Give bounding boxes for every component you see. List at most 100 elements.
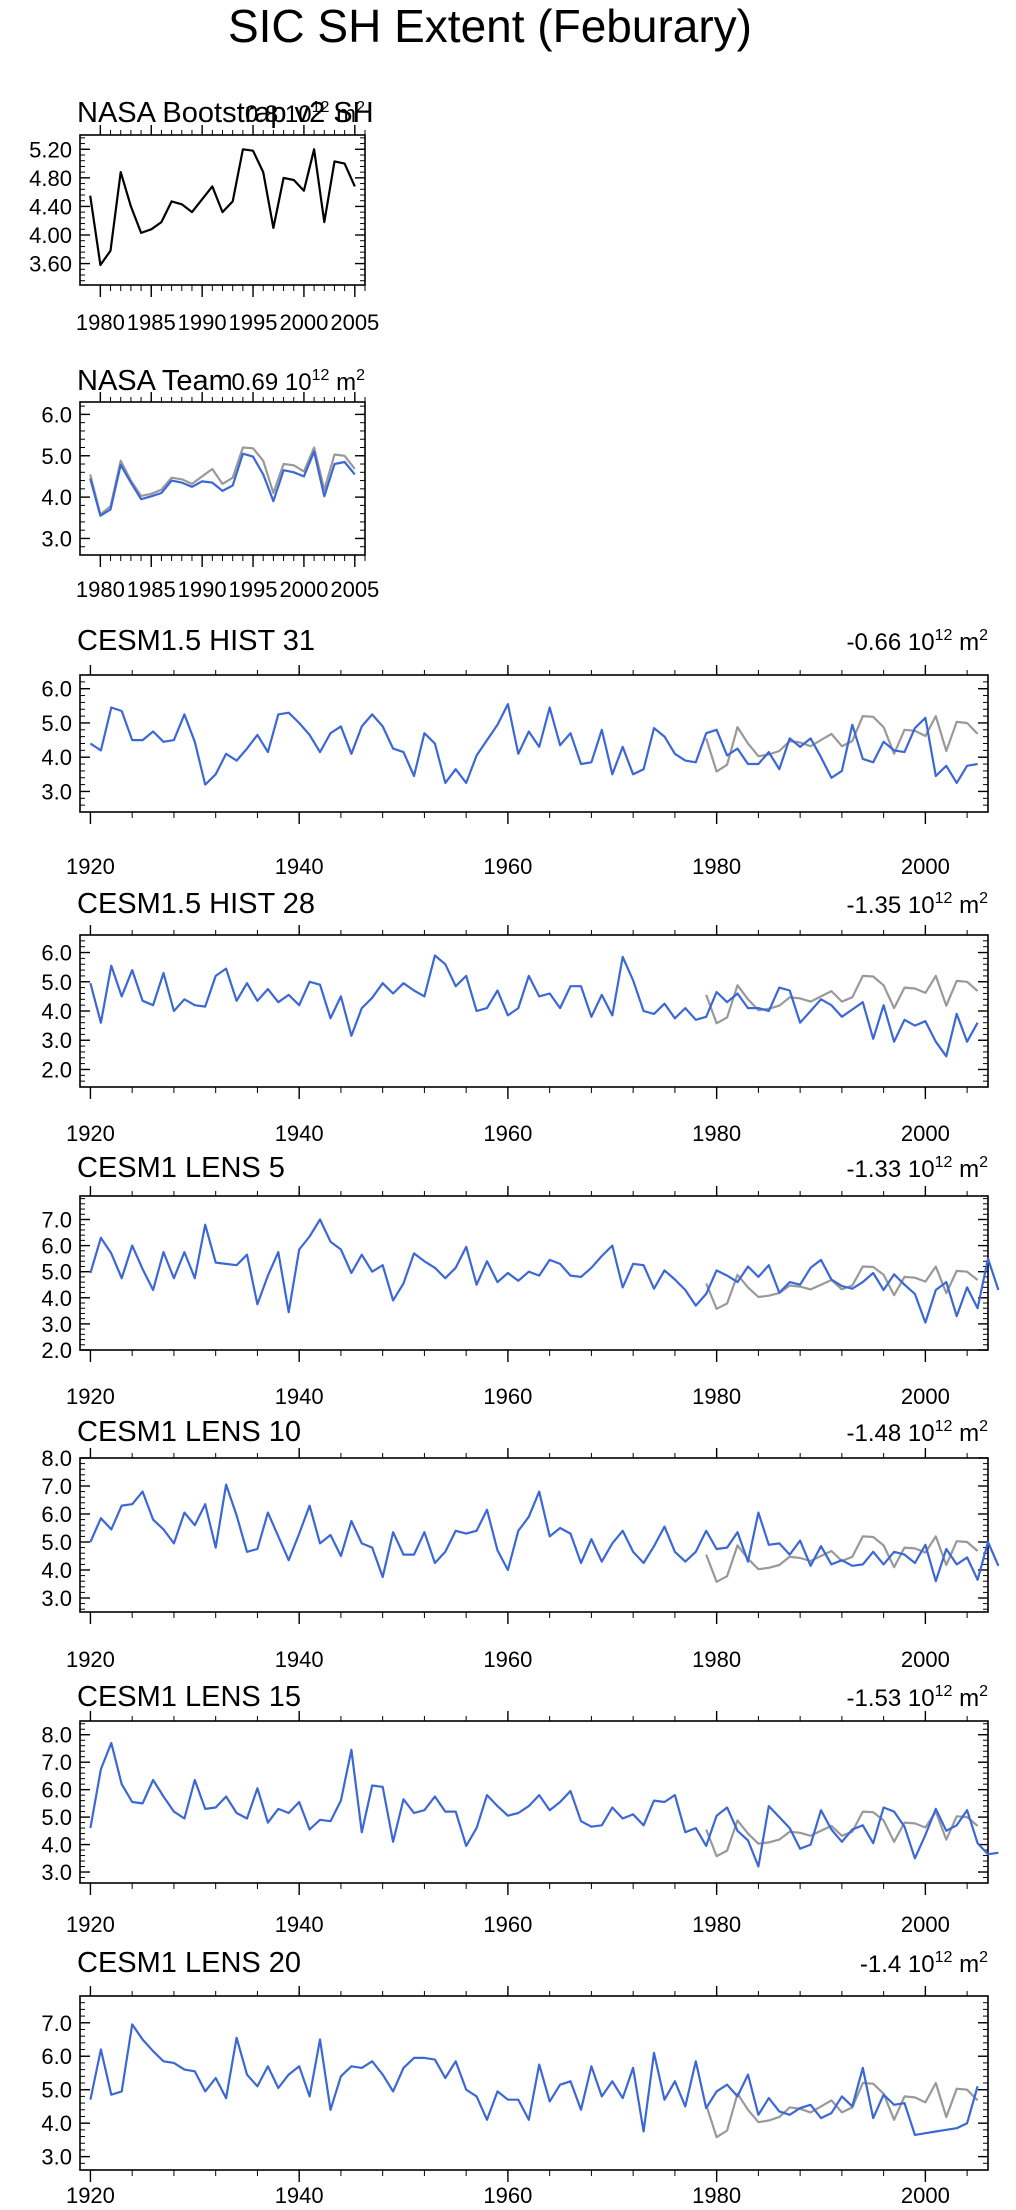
y-tick-label: 3.0 [41,2145,72,2170]
trend-units: 10 [908,629,935,656]
x-tick-label: 1920 [66,1647,115,1672]
figure-title: SIC SH Extent (Feburary) [228,0,752,52]
x-tick-label: 1985 [127,310,176,335]
x-tick-label: 1980 [76,310,125,335]
plot-frame [79,1457,989,1613]
y-tick-label: 4.0 [41,999,72,1024]
x-tick-label: 1920 [66,1384,115,1409]
series-line-obs [89,148,356,267]
y-tick-label: 7.0 [41,1750,72,1775]
y-tick-label: 3.60 [29,252,72,277]
x-tick-label: 1940 [275,1647,324,1672]
y-tick-label: 4.0 [41,745,72,770]
panel-title: CESM1 LENS 10 [77,1416,301,1448]
trend-unit-exponent: 2 [979,1949,988,1966]
x-tick-label: 1980 [692,2183,741,2208]
x-tick-label: 1940 [275,854,324,879]
y-tick-label: 5.0 [41,1260,72,1285]
x-tick-label: 2000 [901,1384,950,1409]
x-tick-label: 2005 [330,577,379,602]
x-tick-label: 1920 [66,1912,115,1937]
x-tick-label: 2000 [279,577,328,602]
trend-unit-tail: m [952,629,979,656]
trend-value: -1.4 [860,1951,908,1978]
x-tick-label: 1995 [229,310,278,335]
x-tick-label: 1980 [692,1121,741,1146]
plot-frame [79,1720,989,1884]
trend-unit-tail: m [952,1156,979,1183]
y-tick-label: 4.0 [41,1558,72,1583]
x-tick-label: 1940 [275,1121,324,1146]
y-tick-label: 5.0 [41,1805,72,1830]
panel-8: CESM1 LENS 20 -1.4 1012 m2 3.0 4.0 5.0 6.0 7.0… [41,1947,989,2208]
trend-unit-exponent: 2 [979,890,988,907]
trend-exponent: 12 [312,99,330,116]
trend-unit-exponent: 2 [356,367,365,384]
series-line-obs_ref [705,1265,979,1310]
y-tick-label: 6.0 [41,941,72,966]
y-tick-label: 4.40 [29,194,72,219]
x-tick-label: 1920 [66,1121,115,1146]
trend-unit-exponent: 2 [979,1683,988,1700]
trend-unit-tail: m [329,101,356,128]
trend-label: -0.66 1012 m2 [847,627,989,656]
x-tick-label: 1920 [66,2183,115,2208]
y-tick-label: 4.0 [41,1286,72,1311]
x-tick-label: 1980 [692,1647,741,1672]
y-tick-label: 6.0 [41,677,72,702]
trend-unit-tail: m [952,1951,979,1978]
x-tick-label: 1990 [178,310,227,335]
trend-label: -1.4 1012 m2 [860,1949,988,1978]
trend-label: -1.33 1012 m2 [847,1154,989,1183]
x-tick-label: 2005 [330,310,379,335]
plot-frame [79,1195,989,1351]
x-tick-label: 1995 [229,577,278,602]
x-tick-label: 2000 [901,2183,950,2208]
x-tick-label: 1960 [483,1384,532,1409]
y-tick-label: 4.0 [41,1833,72,1858]
x-tick-label: 1980 [692,854,741,879]
trend-units: 10 [285,369,312,396]
trend-exponent: 12 [935,1683,953,1700]
series-line-obs_ref [705,714,979,773]
trend-exponent: 12 [935,890,953,907]
y-tick-label: 4.0 [41,485,72,510]
y-tick-label: 4.80 [29,166,72,191]
y-tick-label: 3.0 [41,1860,72,1885]
y-tick-label: 8.0 [41,1723,72,1748]
x-tick-label: 2000 [901,1121,950,1146]
series-line-model [89,702,978,786]
x-tick-label: 1980 [692,1912,741,1937]
panel-title: CESM1.5 HIST 31 [77,625,315,657]
y-tick-label: 3.0 [41,526,72,551]
trend-unit-tail: m [952,1685,979,1712]
trend-label: -1.53 1012 m2 [847,1683,989,1712]
y-tick-label: 3.0 [41,1312,72,1337]
panel-title: NASA Bootstrap v2 SH [77,97,374,129]
y-tick-label: 6.0 [41,2044,72,2069]
trend-units: 10 [908,1420,935,1447]
trend-unit-tail: m [952,892,979,919]
trend-unit-exponent: 2 [979,1418,988,1435]
y-tick-label: 7.0 [41,2011,72,2036]
trend-value: 0.8 [245,101,285,128]
y-tick-label: 2.0 [41,1057,72,1082]
panel-title: CESM1 LENS 5 [77,1152,285,1184]
series-line-model [89,1483,1000,1583]
trend-label: -1.48 1012 m2 [847,1418,989,1447]
trend-exponent: 12 [935,627,953,644]
x-tick-label: 1960 [483,1121,532,1146]
trend-value: -1.53 [847,1685,908,1712]
x-tick-label: 1940 [275,1384,324,1409]
trend-units: 10 [908,1951,935,1978]
x-tick-label: 1960 [483,2183,532,2208]
y-tick-label: 7.0 [41,1474,72,1499]
trend-label: -1.35 1012 m2 [847,890,989,919]
x-tick-label: 1990 [178,577,227,602]
trend-exponent: 12 [935,1949,953,1966]
trend-label: 0.8 1012 m2 [245,99,365,128]
y-tick-label: 5.0 [41,2078,72,2103]
x-tick-label: 1920 [66,854,115,879]
series-line-model [89,1218,1000,1324]
y-tick-label: 5.0 [41,1530,72,1555]
